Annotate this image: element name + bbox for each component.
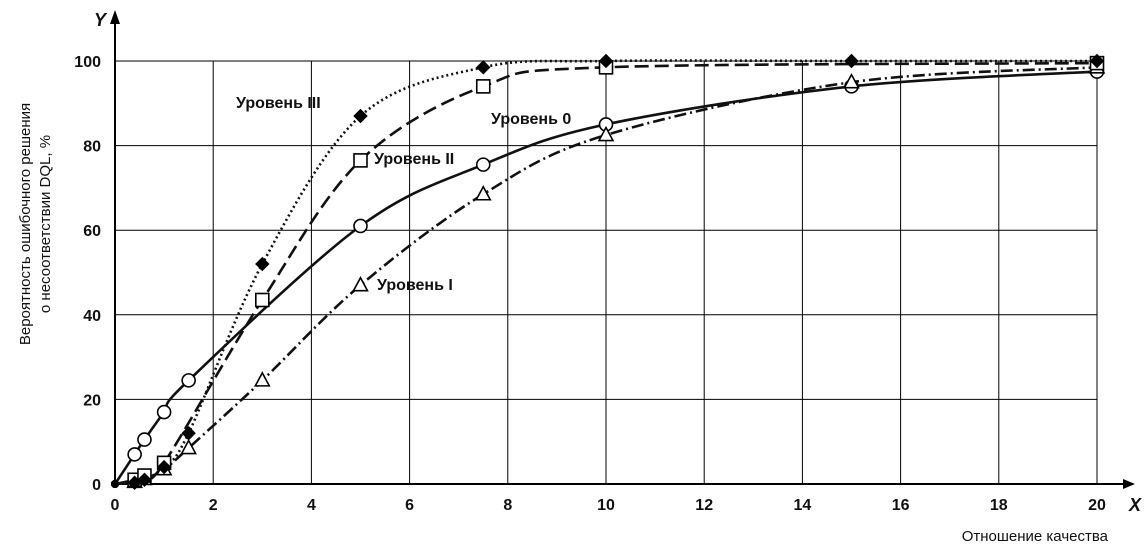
- x-tick-label: 20: [1088, 497, 1106, 514]
- y-tick-label: 60: [83, 223, 101, 240]
- y-axis-letter: Y: [94, 10, 108, 30]
- y-axis-title-line-1: Вероятность ошибочного решения: [17, 103, 34, 345]
- data-point-level-3: [844, 53, 859, 69]
- x-tick-label: 6: [405, 497, 414, 514]
- y-tick-label: 20: [83, 392, 101, 409]
- data-point-level-2: [353, 153, 368, 168]
- data-point-level-2: [475, 79, 491, 94]
- data-point-level-3: [156, 459, 172, 475]
- grid: [115, 60, 1098, 484]
- data-point-level-0: [181, 373, 196, 388]
- series-line-level-3: [114, 59, 1097, 486]
- x-tick-label: 0: [111, 497, 120, 514]
- data-point-level-1: [843, 72, 860, 89]
- tick-labels: 0 2 4 6 8 10 12 14 16 18 20 0 20 40 60 80 100: [74, 54, 1106, 514]
- data-point-level-0: [353, 218, 368, 234]
- data-point-level-1: [474, 185, 492, 201]
- y-tick-label: 100: [74, 54, 101, 71]
- data-point-level-3: [1089, 53, 1105, 69]
- x-axis-title: Отношение качества: [962, 528, 1109, 545]
- markers: [111, 53, 1106, 490]
- y-axis-title: Вероятность ошибочного решения о несоотв…: [17, 103, 54, 345]
- data-point-level-3: [255, 256, 270, 272]
- data-point-level-2: [255, 292, 270, 308]
- data-point-level-1: [180, 438, 197, 455]
- axes: Y X: [94, 10, 1142, 515]
- data-point-level-1: [352, 276, 369, 292]
- x-tick-label: 4: [307, 497, 316, 514]
- data-point-level-3: [353, 108, 368, 124]
- y-tick-label: 40: [83, 308, 101, 325]
- x-tick-label: 16: [892, 497, 910, 514]
- x-tick-label: 2: [209, 497, 218, 514]
- x-tick-label: 18: [990, 497, 1008, 514]
- data-point-level-0: [156, 404, 172, 420]
- data-point-level-1: [597, 125, 615, 142]
- y-axis-arrow: [110, 10, 120, 24]
- y-tick-label: 80: [83, 139, 101, 156]
- data-point-level-3: [137, 472, 152, 487]
- label-level-2: Уровень II: [374, 151, 454, 168]
- data-point-level-3: [111, 480, 119, 488]
- data-point-level-0: [127, 447, 142, 462]
- y-tick-label: 0: [92, 477, 101, 494]
- label-level-3: Уровень III: [236, 95, 321, 112]
- x-tick-label: 10: [597, 497, 615, 514]
- data-point-level-3: [598, 53, 614, 69]
- label-level-1: Уровень I: [377, 277, 453, 294]
- x-tick-label: 8: [503, 497, 512, 514]
- x-axis-arrow: [1123, 479, 1135, 489]
- x-tick-label: 14: [794, 497, 812, 514]
- data-point-level-3: [476, 60, 491, 75]
- data-point-level-3: [181, 426, 196, 441]
- y-axis-title-line-2: о несоответствии DQL, %: [37, 135, 54, 313]
- x-tick-label: 12: [695, 497, 713, 514]
- series-labels: Уровень III Уровень II Уровень 0 Уровень…: [236, 95, 571, 294]
- data-point-level-1: [253, 371, 271, 387]
- label-level-0: Уровень 0: [491, 111, 571, 128]
- data-point-level-0: [137, 432, 152, 447]
- x-axis-letter: X: [1128, 495, 1142, 515]
- data-point-level-0: [475, 157, 491, 172]
